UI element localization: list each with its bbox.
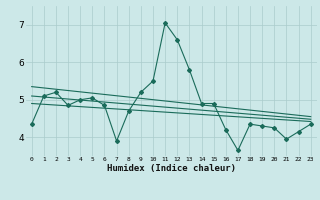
X-axis label: Humidex (Indice chaleur): Humidex (Indice chaleur): [107, 164, 236, 173]
